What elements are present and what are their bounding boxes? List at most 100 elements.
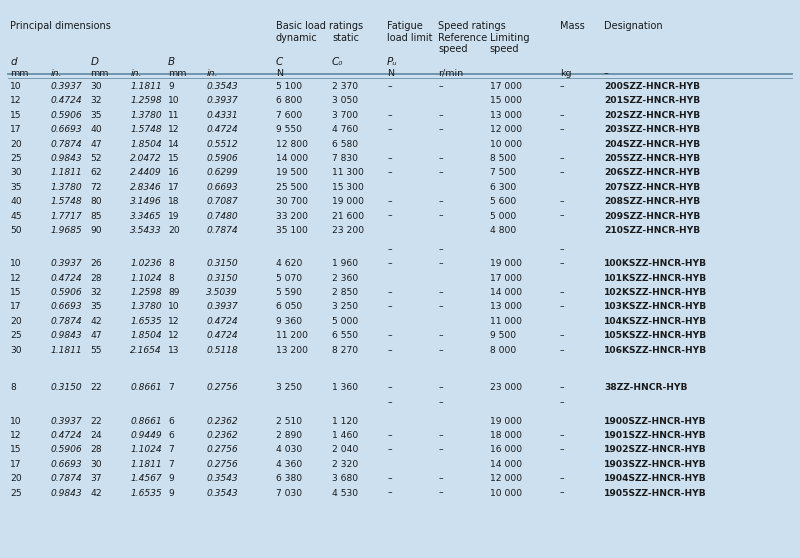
Text: 21 600: 21 600 — [332, 211, 364, 220]
Text: 50: 50 — [10, 226, 22, 235]
Text: –: – — [438, 445, 443, 454]
Text: 13 000: 13 000 — [490, 111, 522, 120]
Text: 10: 10 — [10, 417, 22, 426]
Text: C: C — [276, 57, 283, 67]
Text: 0.3937: 0.3937 — [50, 259, 82, 268]
Text: 2.4409: 2.4409 — [130, 169, 162, 177]
Text: 2 890: 2 890 — [276, 431, 302, 440]
Text: 25 500: 25 500 — [276, 183, 308, 192]
Text: dynamic: dynamic — [276, 33, 318, 43]
Text: 106KSZZ-HNCR-HYB: 106KSZZ-HNCR-HYB — [604, 345, 707, 355]
Text: –: – — [438, 383, 443, 392]
Text: d: d — [10, 57, 17, 67]
Text: 3 250: 3 250 — [332, 302, 358, 311]
Text: 7: 7 — [168, 445, 174, 454]
Text: 8: 8 — [168, 273, 174, 283]
Text: 3 250: 3 250 — [276, 383, 302, 392]
Text: 85: 85 — [90, 211, 102, 220]
Text: 0.9449: 0.9449 — [130, 431, 162, 440]
Text: 6 580: 6 580 — [332, 140, 358, 148]
Text: –: – — [387, 302, 392, 311]
Text: –: – — [438, 211, 443, 220]
Text: –: – — [387, 197, 392, 206]
Text: 9: 9 — [168, 474, 174, 483]
Text: 12: 12 — [10, 97, 22, 105]
Text: 0.6693: 0.6693 — [50, 460, 82, 469]
Text: –: – — [387, 82, 392, 91]
Text: 47: 47 — [90, 331, 102, 340]
Text: –: – — [560, 331, 565, 340]
Text: 20: 20 — [168, 226, 180, 235]
Text: 9 360: 9 360 — [276, 317, 302, 326]
Text: 24: 24 — [90, 431, 102, 440]
Text: 6 550: 6 550 — [332, 331, 358, 340]
Text: 2 040: 2 040 — [332, 445, 358, 454]
Text: 0.7874: 0.7874 — [50, 317, 82, 326]
Text: –: – — [438, 474, 443, 483]
Text: 200SZZ-HNCR-HYB: 200SZZ-HNCR-HYB — [604, 82, 700, 91]
Text: 0.7087: 0.7087 — [206, 197, 238, 206]
Text: 208SZZ-HNCR-HYB: 208SZZ-HNCR-HYB — [604, 197, 700, 206]
Text: 30 700: 30 700 — [276, 197, 308, 206]
Text: 13 000: 13 000 — [490, 302, 522, 311]
Text: 0.9843: 0.9843 — [50, 331, 82, 340]
Text: –: – — [438, 154, 443, 163]
Text: –: – — [387, 245, 392, 254]
Text: 0.3543: 0.3543 — [206, 82, 238, 91]
Text: 4 530: 4 530 — [332, 489, 358, 498]
Text: 17 000: 17 000 — [490, 273, 522, 283]
Text: 23 200: 23 200 — [332, 226, 364, 235]
Text: load limit: load limit — [387, 33, 433, 43]
Text: 4 800: 4 800 — [490, 226, 516, 235]
Text: 0.5906: 0.5906 — [50, 445, 82, 454]
Text: 0.6693: 0.6693 — [206, 183, 238, 192]
Text: 0.4724: 0.4724 — [206, 317, 238, 326]
Text: 0.3937: 0.3937 — [206, 97, 238, 105]
Text: 2 850: 2 850 — [332, 288, 358, 297]
Text: N: N — [387, 69, 394, 78]
Text: kg: kg — [560, 69, 571, 78]
Text: –: – — [560, 245, 565, 254]
Text: in.: in. — [130, 69, 142, 78]
Text: 202SZZ-HNCR-HYB: 202SZZ-HNCR-HYB — [604, 111, 700, 120]
Text: 1.1024: 1.1024 — [130, 273, 162, 283]
Text: 3 680: 3 680 — [332, 474, 358, 483]
Text: 15: 15 — [168, 154, 179, 163]
Text: 17 000: 17 000 — [490, 82, 522, 91]
Text: 2 320: 2 320 — [332, 460, 358, 469]
Text: 0.3150: 0.3150 — [206, 259, 238, 268]
Text: 20: 20 — [10, 317, 22, 326]
Text: 26: 26 — [90, 259, 102, 268]
Text: Pᵤ: Pᵤ — [387, 57, 398, 67]
Text: 204SZZ-HNCR-HYB: 204SZZ-HNCR-HYB — [604, 140, 700, 148]
Text: –: – — [560, 154, 565, 163]
Text: –: – — [387, 111, 392, 120]
Text: 47: 47 — [90, 140, 102, 148]
Text: –: – — [387, 474, 392, 483]
Text: 1.1811: 1.1811 — [50, 169, 82, 177]
Text: 12: 12 — [168, 125, 180, 134]
Text: –: – — [387, 288, 392, 297]
Text: 0.9843: 0.9843 — [50, 489, 82, 498]
Text: 9: 9 — [168, 489, 174, 498]
Text: 11 000: 11 000 — [490, 317, 522, 326]
Text: –: – — [560, 197, 565, 206]
Text: 1.9685: 1.9685 — [50, 226, 82, 235]
Text: 1.3780: 1.3780 — [50, 183, 82, 192]
Text: 6 380: 6 380 — [276, 474, 302, 483]
Text: 7 600: 7 600 — [276, 111, 302, 120]
Text: –: – — [560, 259, 565, 268]
Text: 11: 11 — [168, 111, 179, 120]
Text: 1904SZZ-HNCR-HYB: 1904SZZ-HNCR-HYB — [604, 474, 706, 483]
Text: 22: 22 — [90, 417, 102, 426]
Text: 7: 7 — [168, 383, 174, 392]
Text: 6 300: 6 300 — [490, 183, 516, 192]
Text: –: – — [438, 431, 443, 440]
Text: 1 960: 1 960 — [332, 259, 358, 268]
Text: 35 100: 35 100 — [276, 226, 308, 235]
Text: 6: 6 — [168, 431, 174, 440]
Text: 0.4724: 0.4724 — [50, 431, 82, 440]
Text: 203SZZ-HNCR-HYB: 203SZZ-HNCR-HYB — [604, 125, 700, 134]
Text: 0.3937: 0.3937 — [50, 417, 82, 426]
Text: 30: 30 — [90, 460, 102, 469]
